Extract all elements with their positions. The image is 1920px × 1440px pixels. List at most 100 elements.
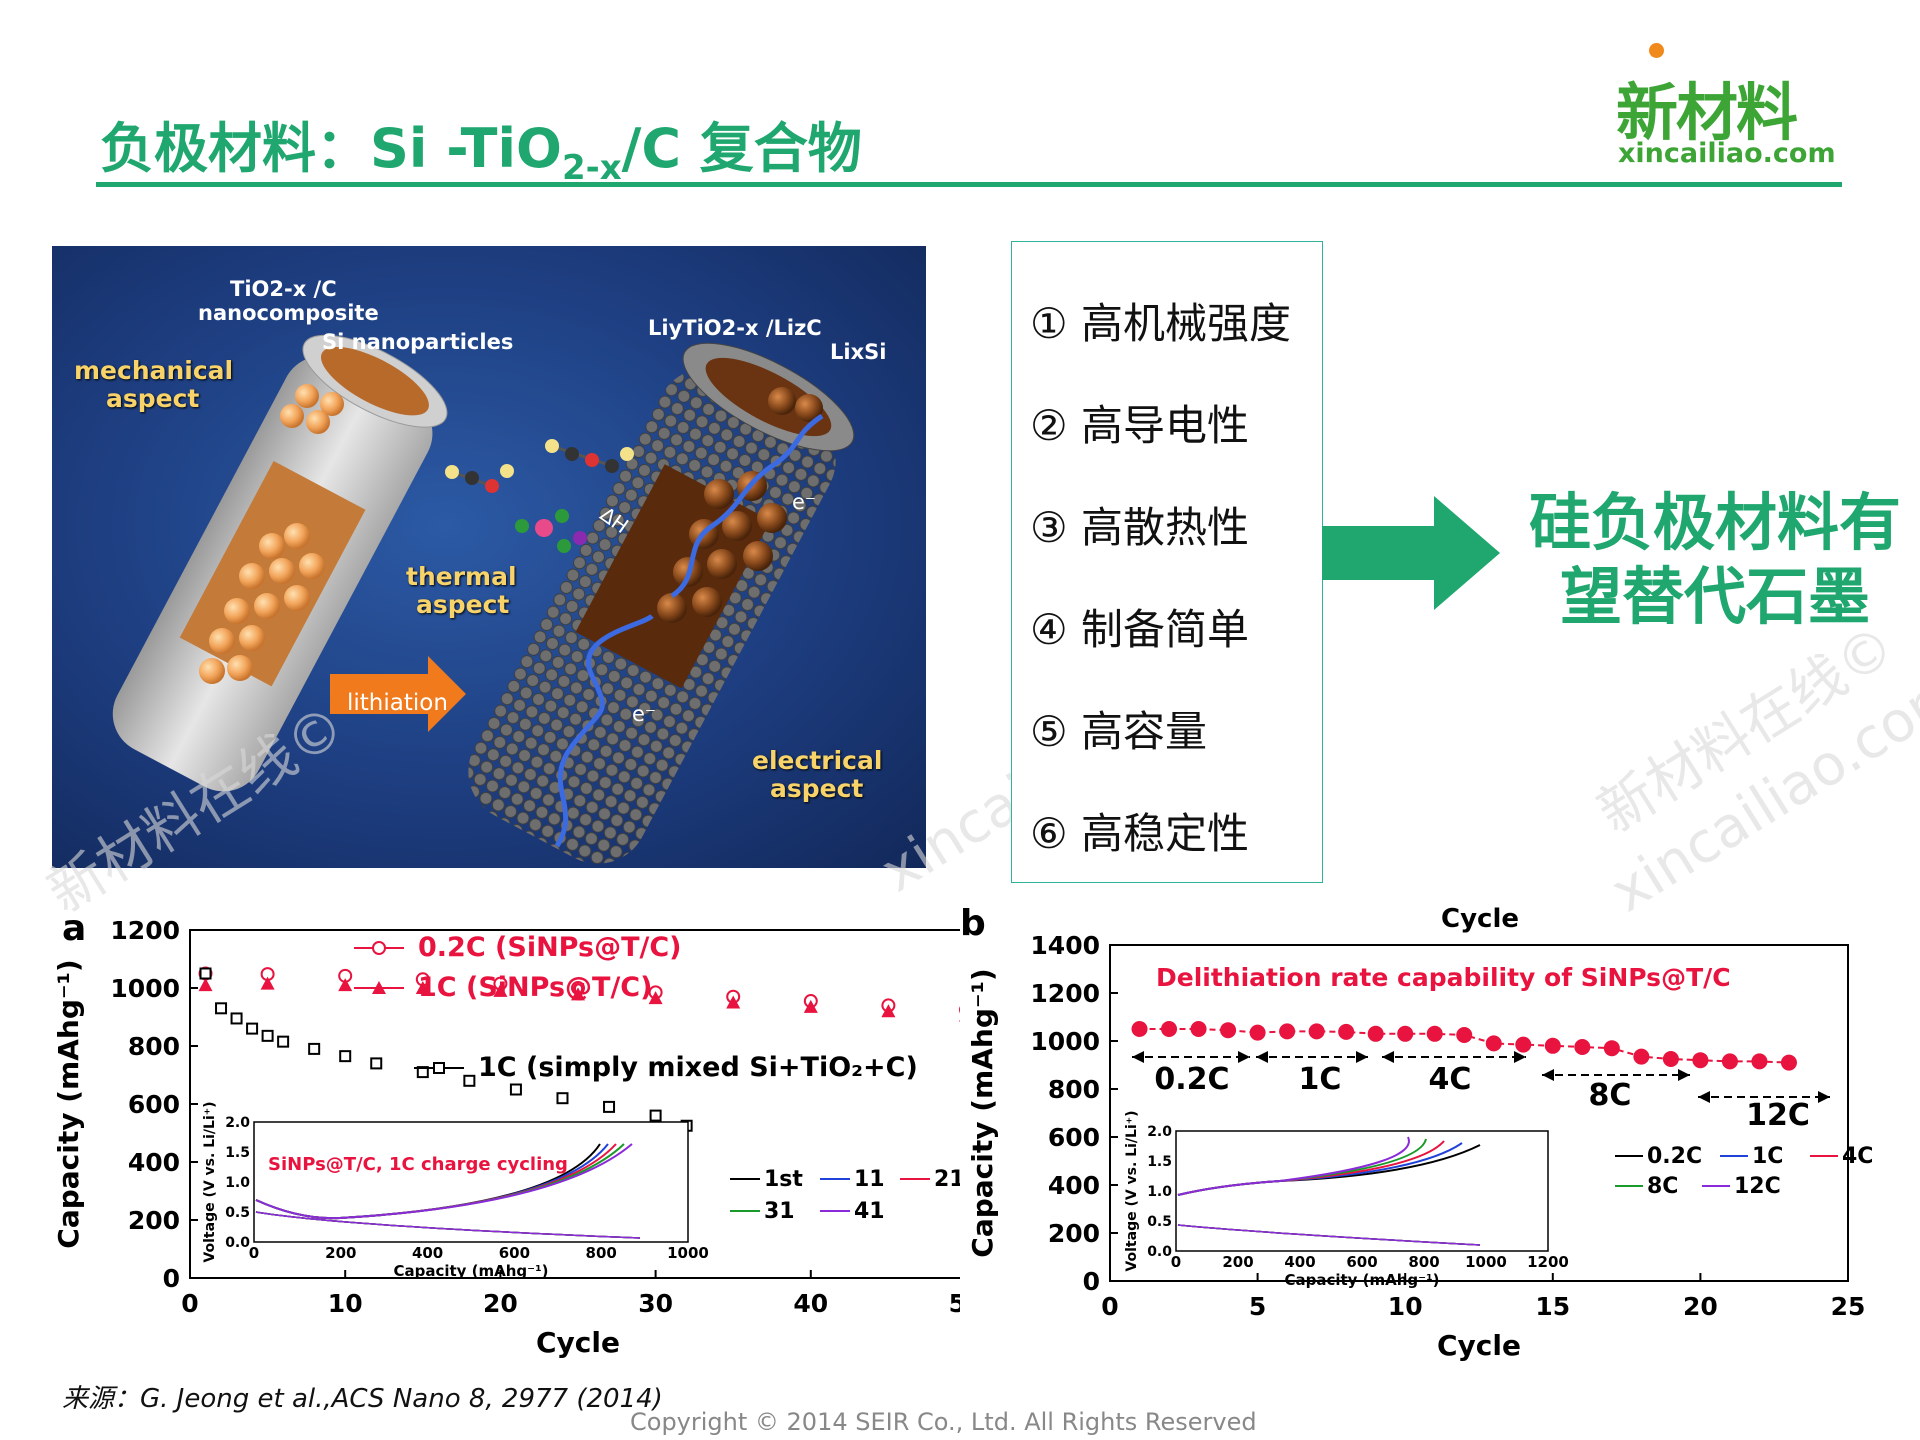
x-axis-label: Cycle <box>1437 1329 1521 1362</box>
inset-legend-label: 11 <box>854 1167 885 1192</box>
data-point <box>1220 1022 1237 1039</box>
inset-x-tick: 400 <box>1284 1253 1315 1271</box>
inset-legend-label: 31 <box>764 1199 795 1224</box>
inset-y-tick: 2.0 <box>1147 1124 1172 1140</box>
inset-x-tick: 0 <box>1171 1253 1181 1271</box>
rate-bracket-arrow <box>1238 1051 1250 1063</box>
rate-label: 8C <box>1589 1078 1632 1113</box>
inset-curve <box>1177 1136 1410 1196</box>
data-point <box>277 1035 290 1048</box>
y-tick-label: 1200 <box>1030 979 1100 1008</box>
y-tick-label: 200 <box>1048 1219 1100 1248</box>
x-tick-label: 0 <box>181 1289 198 1318</box>
data-point <box>215 1002 228 1015</box>
data-point <box>1131 1021 1148 1037</box>
logo-name: 新材料 <box>1616 76 1798 149</box>
inset-x-tick: 200 <box>325 1244 356 1262</box>
electrolyte-molecules <box>445 439 634 553</box>
data-point <box>1308 1023 1325 1040</box>
mechanical-aspect-label: aspect <box>106 384 200 413</box>
y-tick-label: 600 <box>1048 1123 1100 1152</box>
inset-y-label: Voltage (V vs. Li/Li⁺) <box>202 1101 218 1262</box>
inset-y-tick: 2.0 <box>225 1115 250 1131</box>
inset-y-tick: 0.5 <box>225 1205 250 1221</box>
inset-title: SiNPs@T/C, 1C charge cycling <box>268 1154 568 1175</box>
electrical-label: electrical <box>752 746 883 775</box>
rate-bracket-arrow <box>1514 1051 1526 1063</box>
rate-bracket-arrow <box>1698 1091 1710 1103</box>
source-citation: 来源：G. Jeong et al.,ACS Nano 8, 2977 (201… <box>62 1384 663 1414</box>
data-point <box>338 978 353 992</box>
rate-bracket-arrow <box>1256 1051 1268 1063</box>
legend-marker <box>433 1062 445 1074</box>
data-point <box>571 987 585 1001</box>
feature-2: ② 高导电性 <box>1030 401 1250 450</box>
copyright-notice: Copyright © 2014 SEIR Co., Ltd. All Righ… <box>630 1408 1257 1436</box>
legend-label: 1C (SiNPs@T/C) <box>418 972 652 1003</box>
rate-label: 1C <box>1299 1062 1342 1097</box>
plot-frame <box>1109 944 1849 1282</box>
y-tick-label: 400 <box>1048 1171 1100 1200</box>
top-axis-label: Cycle <box>1441 904 1519 934</box>
data-point <box>1603 1040 1620 1057</box>
data-point <box>1279 1023 1296 1040</box>
data-point <box>1662 1051 1679 1067</box>
y-tick-label: 1200 <box>110 916 180 945</box>
y-tick-label: 800 <box>1048 1075 1100 1104</box>
chart-a: a 0 10 20 30 40 50 0 200 400 600 800 1000 1200 Cycle Ca… <box>52 908 960 1359</box>
data-point <box>1190 1021 1207 1037</box>
data-point <box>260 976 275 990</box>
inset-curve <box>1177 1224 1481 1246</box>
data-point <box>199 967 212 980</box>
data-point <box>959 1019 960 1022</box>
data-point <box>509 1083 522 1096</box>
x-tick-label: 20 <box>483 1289 518 1318</box>
inset-y-tick: 1.0 <box>1147 1184 1172 1200</box>
si-nanoparticles-label: Si nanoparticles <box>322 330 514 354</box>
inset-x-tick: 0 <box>249 1244 259 1262</box>
data-point <box>1751 1053 1768 1070</box>
panel-label-b: b <box>960 903 986 944</box>
rate-label: 4C <box>1429 1062 1472 1097</box>
rate-bracket-arrow <box>1132 1051 1144 1063</box>
inset-x-tick: 600 <box>1346 1253 1377 1271</box>
panel-label-a: a <box>62 908 86 949</box>
rate-label: 12C <box>1746 1098 1810 1133</box>
x-tick-label: 0 <box>1101 1292 1118 1321</box>
y-tick-label: 1000 <box>1030 1027 1100 1056</box>
data-point <box>198 978 213 992</box>
y-tick-label: 800 <box>128 1032 180 1061</box>
data-point <box>649 1109 662 1122</box>
liy-tio2-label: LiyTiO2-x /LizC <box>648 316 822 340</box>
rate-bracket-arrow <box>1818 1091 1830 1103</box>
inset-curve <box>255 1143 633 1220</box>
y-tick-label: 1400 <box>1030 931 1100 960</box>
y-tick-label: 0 <box>1083 1267 1100 1296</box>
title-underline <box>96 182 1842 187</box>
electrical-aspect-label: aspect <box>770 774 864 803</box>
y-tick-label: 1000 <box>110 974 180 1003</box>
inset-x-tick: 800 <box>586 1244 617 1262</box>
data-point <box>726 995 741 1009</box>
data-point <box>1515 1036 1532 1053</box>
feature-4: ④ 制备简单 <box>1030 605 1250 654</box>
nanocomposite-illustration: TiO2-x /C nanocomposite Si nanoparticles… <box>52 246 926 868</box>
data-point <box>1367 1025 1384 1042</box>
feature-5: ⑤ 高容量 <box>1030 707 1208 756</box>
data-point <box>339 1050 352 1063</box>
data-point <box>1397 1025 1414 1042</box>
data-point <box>556 1092 569 1105</box>
data-point <box>1456 1027 1473 1043</box>
chart-b: b Cycle 0 5 10 15 20 25 0 200 400 600 800 1000 1200 140… <box>960 903 1873 1362</box>
nanocomposite-label: nanocomposite <box>198 301 379 325</box>
inset-y-tick: 0.0 <box>1147 1244 1172 1260</box>
inset-legend-label: 12C <box>1734 1174 1781 1199</box>
inset-x-label: Capacity (mAhg⁻¹) <box>1284 1271 1439 1289</box>
y-tick-label: 0 <box>163 1264 180 1293</box>
data-point <box>1721 1053 1738 1070</box>
lixsi-label: LixSi <box>830 340 887 364</box>
x-tick-label: 30 <box>638 1289 673 1318</box>
inset-x-tick: 1000 <box>1465 1253 1507 1271</box>
title-subscript: 2-x <box>561 147 622 188</box>
inset-x-tick: 800 <box>1408 1253 1439 1271</box>
